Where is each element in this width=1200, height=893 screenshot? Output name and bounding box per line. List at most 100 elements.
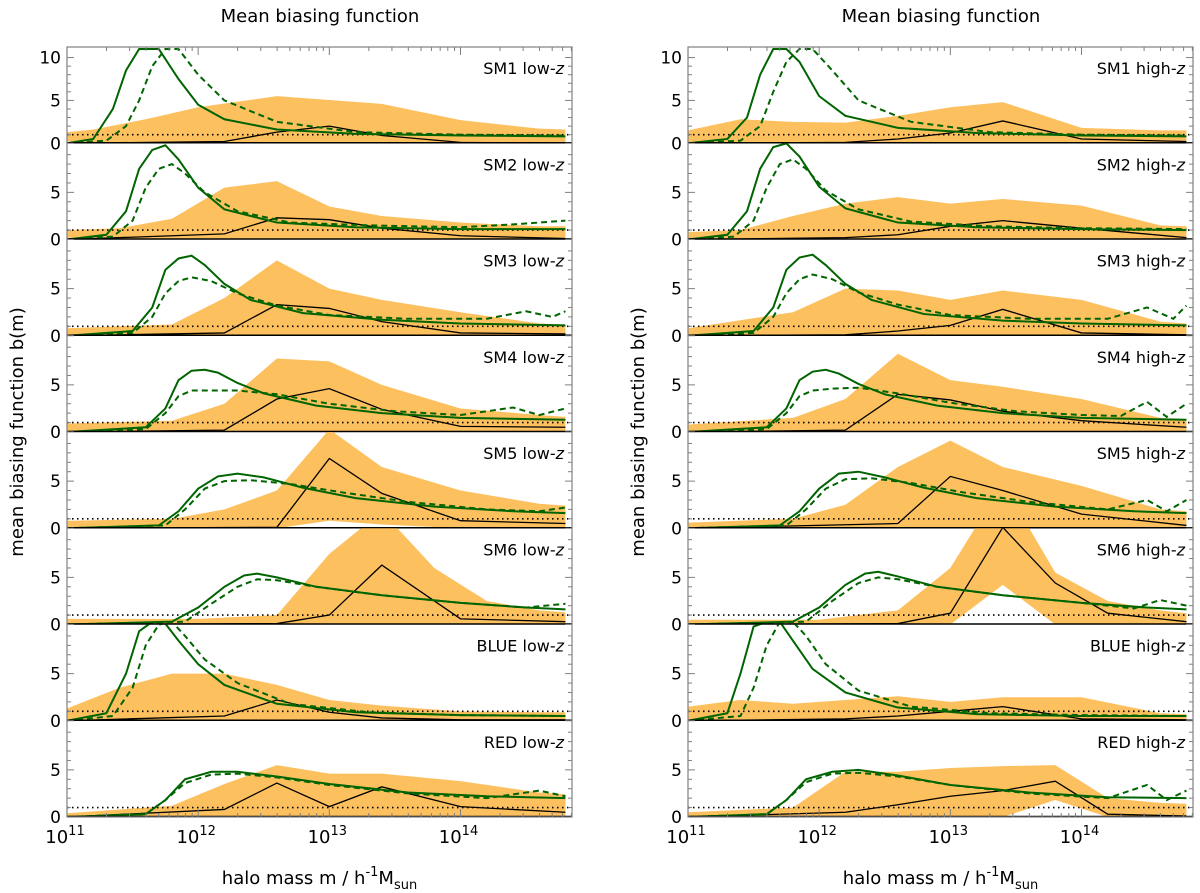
model-solid-line: [688, 470, 1187, 529]
y-tick-label: 5: [50, 280, 61, 300]
x-axis-label: halo mass m / h-1Msun: [843, 865, 1038, 893]
y-tick-label: 0: [50, 808, 61, 828]
model-dashed-line: [688, 158, 1187, 240]
x-tick-exponent: 12: [199, 824, 216, 839]
y-tick-label: 0: [50, 423, 61, 443]
x-tick-label: 1014: [439, 824, 478, 848]
x-axis-label-sub: sun: [1015, 878, 1038, 893]
model-dashed-line: [67, 578, 566, 625]
measured-line: [688, 475, 1187, 529]
y-tick-label: 5: [50, 376, 61, 396]
y-tick-label: 5: [671, 665, 682, 685]
panel-label-z: z: [1176, 155, 1186, 174]
measured-line: [67, 217, 566, 240]
y-tick-label: 5: [671, 472, 682, 492]
panel-label-z: z: [555, 59, 565, 78]
panel-label: SM2 low-z: [483, 155, 564, 174]
model-dashed-line: [688, 386, 1187, 432]
uncertainty-band: [67, 673, 566, 721]
model-dashed-line: [67, 162, 566, 240]
panel-label: SM4 low-z: [483, 348, 564, 367]
panel-label-z: z: [555, 348, 565, 367]
y-tick-label: 0: [50, 327, 61, 347]
y-tick-label: 0: [50, 134, 61, 154]
x-axis-label-tail: M: [999, 868, 1015, 889]
y-tick-label: 0: [671, 519, 682, 539]
panel-label: SM5 high-z: [1097, 444, 1186, 463]
model-solid-line: [67, 368, 566, 432]
model-solid-line: [67, 770, 566, 817]
model-dashed-line: [67, 48, 566, 144]
panel-label: SM3 low-z: [483, 252, 564, 271]
y-tick-label: 0: [671, 712, 682, 732]
axes-frame: [66, 46, 573, 818]
uncertainty-band: [688, 102, 1187, 144]
model-solid-line: [688, 570, 1187, 625]
y-axis-label: mean biasing function b(m): [7, 307, 28, 556]
y-tick-label: 0: [50, 519, 61, 539]
panel-label: RED low-z: [484, 733, 565, 752]
x-tick-exponent: 13: [331, 824, 348, 839]
panel-label: RED high-z: [1097, 733, 1185, 752]
model-solid-line: [688, 48, 1187, 144]
y-tick-label: 0: [50, 231, 61, 251]
y-tick-label: 0: [671, 231, 682, 251]
x-tick-label: 1012: [797, 824, 836, 848]
measured-line: [67, 387, 566, 432]
panel-label: SM1 low-z: [483, 59, 564, 78]
uncertainty-band: [67, 96, 566, 144]
y-tick-label: 5: [671, 183, 682, 203]
model-solid-line: [67, 48, 566, 144]
panel-label-z: z: [555, 540, 565, 559]
model-solid-line: [688, 143, 1187, 240]
panel-label: SM5 low-z: [483, 444, 564, 463]
measured-line: [67, 782, 566, 817]
uncertainty-band: [688, 197, 1187, 240]
panel-label: SM4 high-z: [1097, 348, 1186, 367]
model-dashed-line: [688, 624, 1187, 721]
model-solid-line: [688, 768, 1187, 817]
panel-label: BLUE high-z: [1090, 637, 1186, 656]
model-solid-line: [688, 253, 1187, 336]
model-dashed-line: [688, 576, 1187, 625]
y-tick-label: 5: [671, 761, 682, 781]
measured-line: [67, 303, 566, 336]
uncertainty-band: [67, 765, 566, 817]
chart-title: Mean biasing function: [842, 6, 1041, 27]
y-tick-label: 0: [671, 616, 682, 636]
panel-label-z: z: [1176, 59, 1186, 78]
uncertainty-band: [67, 181, 566, 240]
axes-frame: [687, 46, 1194, 818]
panel-1-6: [688, 624, 1193, 721]
measured-line: [688, 780, 1187, 817]
panel-1-0: [688, 48, 1193, 144]
y-tick-label: 5: [50, 183, 61, 203]
y-tick-label: 5: [671, 568, 682, 588]
panel-label: SM3 high-z: [1097, 252, 1186, 271]
panel-label-z: z: [1176, 733, 1186, 752]
y-tick-label: 0: [671, 423, 682, 443]
y-tick-label: 5: [50, 568, 61, 588]
x-axis-label-sub: sun: [394, 878, 417, 893]
panel-label-z: z: [555, 637, 565, 656]
x-tick-label: 1012: [176, 824, 215, 848]
y-tick-label: 10: [39, 49, 61, 69]
panel-0-7: [67, 765, 572, 817]
model-solid-line: [67, 572, 566, 625]
x-axis-label-sup: -1: [365, 865, 378, 880]
panel-label: SM1 high-z: [1097, 59, 1186, 78]
panel-label: BLUE low-z: [477, 637, 565, 656]
x-axis-label-main: halo mass m / h: [843, 868, 987, 889]
model-dashed-line: [688, 48, 1187, 144]
x-axis-label-sup: -1: [986, 865, 999, 880]
right-column-chart: 0 5 10 SM1 high-z 0 5 SM2 high-z 0 5 SM3 high-z 0 5…: [628, 6, 1194, 893]
measured-line: [688, 393, 1187, 432]
model-dashed-line: [67, 389, 566, 432]
x-axis-label-main: halo mass m / h: [222, 868, 366, 889]
y-tick-label: 5: [671, 280, 682, 300]
panel-label-z: z: [555, 733, 565, 752]
model-dashed-line: [67, 276, 566, 336]
model-solid-line: [67, 624, 566, 721]
x-tick-exponent: 13: [952, 824, 969, 839]
